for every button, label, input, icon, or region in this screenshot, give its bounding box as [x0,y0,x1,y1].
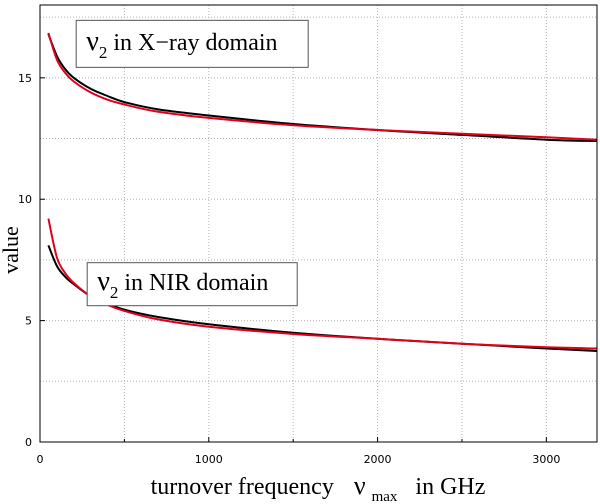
annotation-frame [86,262,298,307]
annotation-box: ν2 in NIR domain [86,262,298,307]
annotation-label: in X−ray domain [113,30,277,56]
y-tick-label: 15 [18,72,32,85]
y-tick-label: 0 [25,436,32,449]
x-tick-label: 2000 [364,453,392,466]
x-axis-label-symbol: ν [354,471,366,500]
y-axis-label: value [0,226,23,274]
annotation-frame [75,19,309,68]
annotation-text: ν2 in NIR domain [97,266,268,302]
annotation-subscript: 2 [110,283,119,302]
annotation-text: ν2 in X−ray domain [86,26,277,62]
plot-frame [39,4,598,443]
x-tick-label: 3000 [532,453,560,466]
annotation-label: in NIR domain [124,270,268,296]
y-tick-label: 10 [18,193,32,206]
x-tick-label: 0 [37,453,44,466]
annotation-symbol: ν [86,26,99,57]
x-axis-label-suffix: in GHz [415,474,485,500]
annotation-subscript: 2 [99,43,108,62]
x-tick-label: 1000 [195,453,223,466]
axis-ticks: 0 1000 2000 3000 0 5 10 15 [18,72,560,466]
y-tick-label: 5 [25,315,32,328]
grid-lines [40,5,597,442]
plot-area [40,5,597,442]
annotation-symbol: ν [97,266,110,297]
x-axis-label-main: turnover frequency [151,474,334,500]
x-axis-label: turnover frequency ν max in GHz [151,471,486,504]
series-line-2 [47,32,598,141]
series-line-4 [47,218,598,350]
series-line-1 [47,33,598,142]
annotation-box: ν2 in X−ray domain [75,19,309,68]
series-layer [47,32,598,352]
x-axis-label-subscript: max [372,489,398,504]
